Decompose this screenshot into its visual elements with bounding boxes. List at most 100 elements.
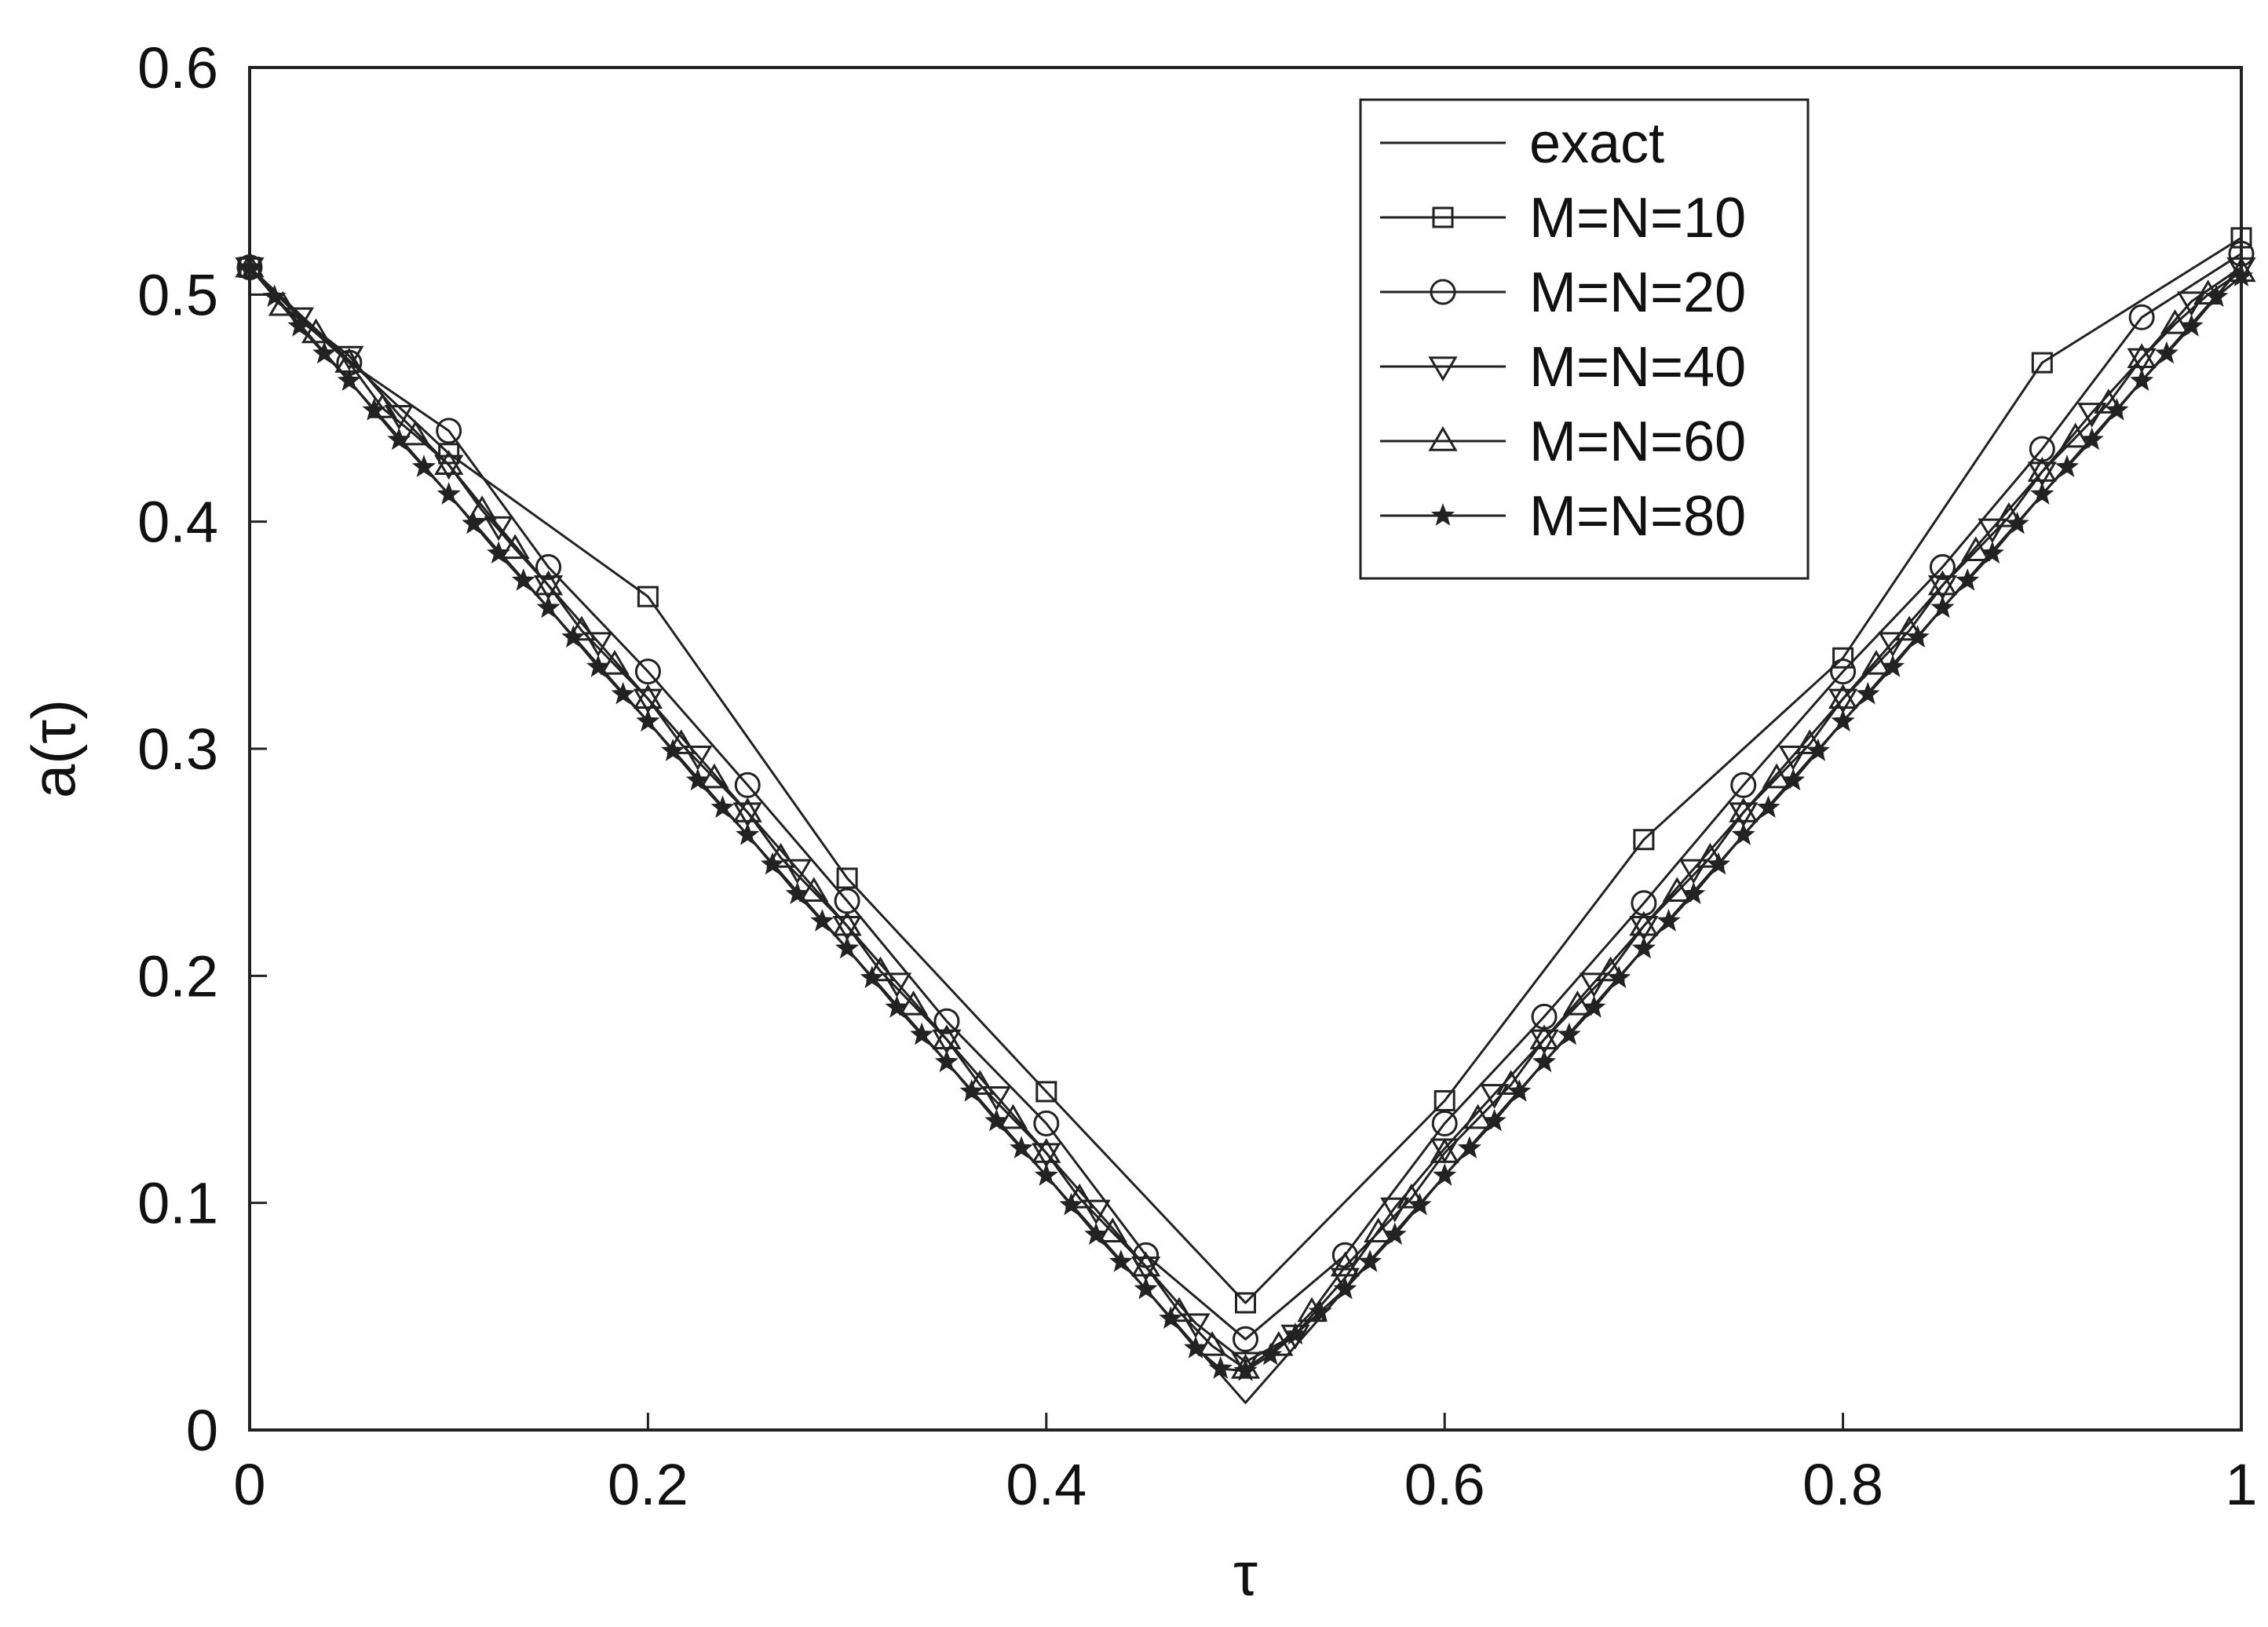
data-point xyxy=(1730,772,1757,798)
data-point xyxy=(1433,1089,1455,1111)
y-tick-label: 0.4 xyxy=(137,490,218,555)
data-point xyxy=(1358,1249,1382,1272)
legend-swatch-marker xyxy=(1432,206,1454,228)
data-point xyxy=(1507,1079,1532,1102)
data-point xyxy=(1729,797,1759,823)
data-point xyxy=(932,1024,962,1050)
x-tick-label: 0.6 xyxy=(1404,1452,1485,1517)
y-tick-label: 0.6 xyxy=(137,35,218,100)
series-m-n-10 xyxy=(239,227,2252,1314)
data-point xyxy=(262,284,287,307)
data-point xyxy=(1881,654,1905,677)
data-point xyxy=(536,595,561,618)
data-point xyxy=(1308,1299,1332,1322)
data-point xyxy=(1065,1183,1094,1209)
data-point xyxy=(1258,1342,1283,1366)
data-point xyxy=(535,554,562,581)
data-point xyxy=(1529,1029,1559,1055)
data-point xyxy=(1408,1192,1432,1216)
series-layer xyxy=(235,227,2256,1404)
data-point xyxy=(633,684,663,710)
data-point xyxy=(1607,965,1631,988)
data-point xyxy=(933,1008,960,1034)
data-point xyxy=(287,313,312,337)
legend-box xyxy=(1359,98,1810,580)
data-point xyxy=(637,586,659,607)
legend-item: M=N=20 xyxy=(1380,261,1746,324)
x-tick-label: 0 xyxy=(233,1452,265,1517)
legend-item: exact xyxy=(1380,112,1664,175)
data-point xyxy=(1034,1163,1058,1186)
data-point xyxy=(959,1079,984,1102)
data-point xyxy=(1656,909,1681,932)
data-point xyxy=(1382,1222,1407,1245)
x-tick-label: 0.8 xyxy=(1802,1452,1883,1517)
data-point xyxy=(1562,990,1593,1016)
data-point xyxy=(1035,1081,1057,1103)
data-point xyxy=(301,318,331,344)
data-point xyxy=(484,516,513,542)
data-point xyxy=(1108,1249,1133,1272)
data-point xyxy=(611,681,635,705)
data-point xyxy=(865,956,896,982)
data-point xyxy=(1956,568,1980,591)
data-point xyxy=(1032,1143,1061,1168)
data-point xyxy=(1631,936,1656,959)
data-point xyxy=(799,877,829,902)
series-line xyxy=(248,236,2242,1304)
data-point xyxy=(1283,1322,1307,1345)
data-point xyxy=(2094,389,2124,414)
data-point xyxy=(2204,284,2229,307)
data-point xyxy=(636,709,660,732)
data-point xyxy=(1081,1199,1111,1225)
data-point xyxy=(1729,802,1759,827)
data-point xyxy=(1878,632,1908,657)
y-axis-label: a(τ) xyxy=(19,699,88,798)
data-point xyxy=(1184,1335,1208,1359)
y-tick-label: 0.5 xyxy=(137,262,218,327)
data-point xyxy=(462,511,486,534)
data-point xyxy=(667,729,696,754)
data-point xyxy=(1682,881,1706,904)
data-point xyxy=(1131,1251,1161,1277)
data-point xyxy=(436,482,461,505)
data-point xyxy=(511,568,535,591)
series-m-n-20 xyxy=(236,240,2255,1352)
legend-label: M=N=60 xyxy=(1529,410,1746,473)
data-point xyxy=(1233,1326,1258,1352)
data-point xyxy=(1806,739,1830,761)
data-point xyxy=(1828,684,1858,710)
data-point xyxy=(1905,625,1930,648)
data-point xyxy=(910,1022,934,1045)
data-point xyxy=(434,450,464,476)
data-point xyxy=(1159,1306,1183,1329)
data-point xyxy=(2127,348,2157,374)
legend-swatch-marker xyxy=(1430,503,1455,526)
data-point xyxy=(2160,308,2190,334)
data-point xyxy=(567,615,597,641)
data-point xyxy=(268,290,298,316)
data-point xyxy=(1731,823,1755,845)
data-point xyxy=(1233,1358,1258,1381)
data-point xyxy=(500,534,530,560)
data-point xyxy=(1756,795,1780,818)
data-point xyxy=(882,972,912,998)
data-point xyxy=(836,867,858,889)
legend-swatch-marker xyxy=(1428,356,1458,381)
data-point xyxy=(2054,454,2080,477)
data-point xyxy=(1529,1024,1559,1050)
data-point xyxy=(1830,658,1857,685)
data-point xyxy=(1131,1256,1161,1282)
legend-swatch-marker xyxy=(1430,279,1456,305)
legend-label: M=N=20 xyxy=(1529,261,1746,324)
legend-label: exact xyxy=(1529,112,1664,175)
data-point xyxy=(487,541,511,564)
data-point xyxy=(561,625,586,648)
data-point xyxy=(2128,304,2155,330)
data-point xyxy=(633,688,663,714)
data-point xyxy=(832,915,862,941)
legend: exact M=N=10 M=N=20 M=N=40 M=N=60 M=N=80 xyxy=(1359,98,1810,580)
data-point xyxy=(2005,511,2029,534)
data-point xyxy=(2127,343,2157,369)
legend-label: M=N=40 xyxy=(1529,336,1746,399)
